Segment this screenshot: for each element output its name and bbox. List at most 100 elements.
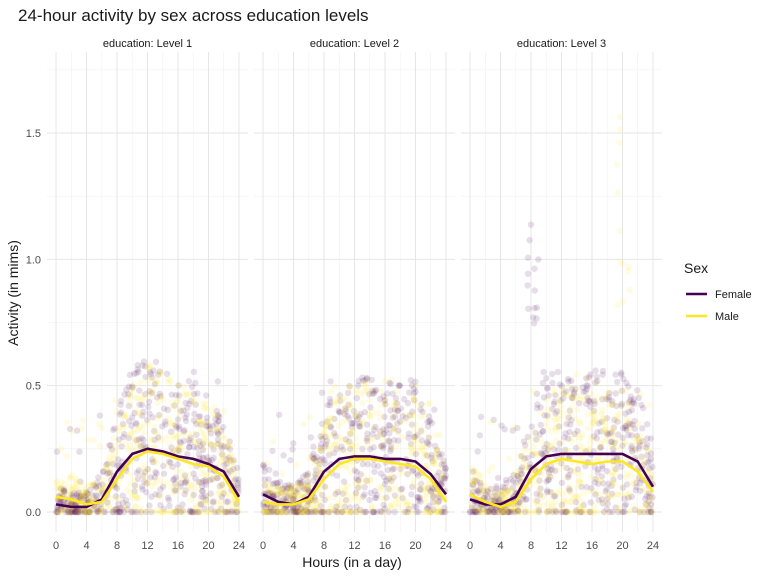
data-point (405, 434, 412, 441)
data-point (61, 489, 68, 496)
data-point (559, 386, 567, 394)
data-point (191, 399, 198, 406)
data-point (235, 508, 243, 516)
data-point (157, 370, 165, 377)
data-point (129, 384, 136, 391)
data-point (386, 438, 393, 445)
data-point (590, 407, 597, 414)
data-point (544, 487, 551, 494)
data-point (617, 473, 624, 481)
data-point (269, 480, 276, 488)
data-point (156, 390, 163, 397)
data-point (381, 413, 388, 420)
data-point (616, 139, 623, 146)
data-point (61, 488, 68, 495)
data-point (317, 458, 324, 465)
data-point (102, 463, 109, 471)
data-point (215, 417, 223, 425)
data-point (330, 493, 337, 501)
data-point (143, 480, 151, 487)
data-point (55, 508, 63, 516)
data-point (138, 401, 146, 409)
data-point (269, 508, 277, 515)
data-point (80, 494, 87, 501)
data-point (520, 460, 527, 467)
data-point (84, 496, 91, 504)
data-point (282, 508, 289, 516)
data-point (391, 508, 398, 516)
data-point (77, 493, 84, 500)
data-point (294, 508, 301, 516)
data-point (364, 430, 371, 437)
data-point (360, 508, 367, 516)
data-point (235, 485, 242, 492)
data-point (298, 505, 305, 512)
data-point (626, 287, 633, 294)
data-point (425, 485, 432, 492)
facet-panel-1: education: Level 10 4 8 12 16 20 24 (47, 38, 248, 552)
data-point (368, 376, 375, 383)
data-point (265, 486, 272, 493)
data-point (183, 477, 190, 484)
data-point (417, 430, 424, 437)
data-point (186, 471, 193, 479)
data-point (224, 443, 231, 451)
data-point (195, 450, 203, 458)
data-point (338, 508, 346, 516)
data-point (113, 408, 120, 416)
data-point (157, 393, 164, 400)
data-point (219, 455, 226, 462)
data-point (121, 414, 128, 421)
data-point (348, 402, 355, 409)
data-point (230, 500, 237, 508)
data-point (419, 474, 426, 481)
data-point (234, 482, 242, 489)
data-point (206, 477, 214, 484)
data-point (312, 471, 319, 478)
data-point (394, 503, 402, 510)
data-point (189, 492, 197, 499)
data-point (198, 419, 206, 426)
data-point (143, 416, 151, 424)
data-point (117, 409, 125, 416)
data-point (413, 470, 420, 477)
data-point (391, 399, 399, 406)
data-point (170, 475, 178, 483)
data-point (407, 501, 414, 509)
data-point (68, 508, 75, 516)
data-point (181, 479, 189, 486)
data-point (169, 399, 176, 406)
data-point (609, 401, 616, 408)
data-point (390, 465, 398, 472)
data-point (326, 422, 333, 429)
data-point (77, 492, 84, 499)
data-point (116, 436, 123, 443)
data-point (321, 460, 329, 467)
data-point (295, 508, 302, 516)
data-point (471, 480, 478, 487)
data-point (152, 379, 159, 386)
data-point (397, 465, 404, 473)
data-point (294, 479, 302, 486)
data-point (405, 430, 413, 437)
data-point (270, 508, 278, 516)
data-point (202, 481, 209, 488)
data-point (188, 508, 196, 516)
data-point (404, 471, 411, 478)
data-point (354, 507, 361, 514)
data-point (502, 508, 509, 516)
data-point (268, 491, 275, 498)
data-point (206, 427, 213, 434)
data-point (136, 401, 143, 408)
data-point (538, 437, 545, 444)
data-point (104, 470, 111, 477)
data-point (178, 405, 185, 412)
data-point (195, 440, 202, 448)
data-point (540, 493, 547, 500)
data-point (309, 453, 316, 460)
data-point (619, 483, 627, 490)
data-point (386, 488, 393, 496)
data-point (228, 462, 235, 470)
data-point (232, 507, 239, 514)
data-point (210, 446, 217, 453)
